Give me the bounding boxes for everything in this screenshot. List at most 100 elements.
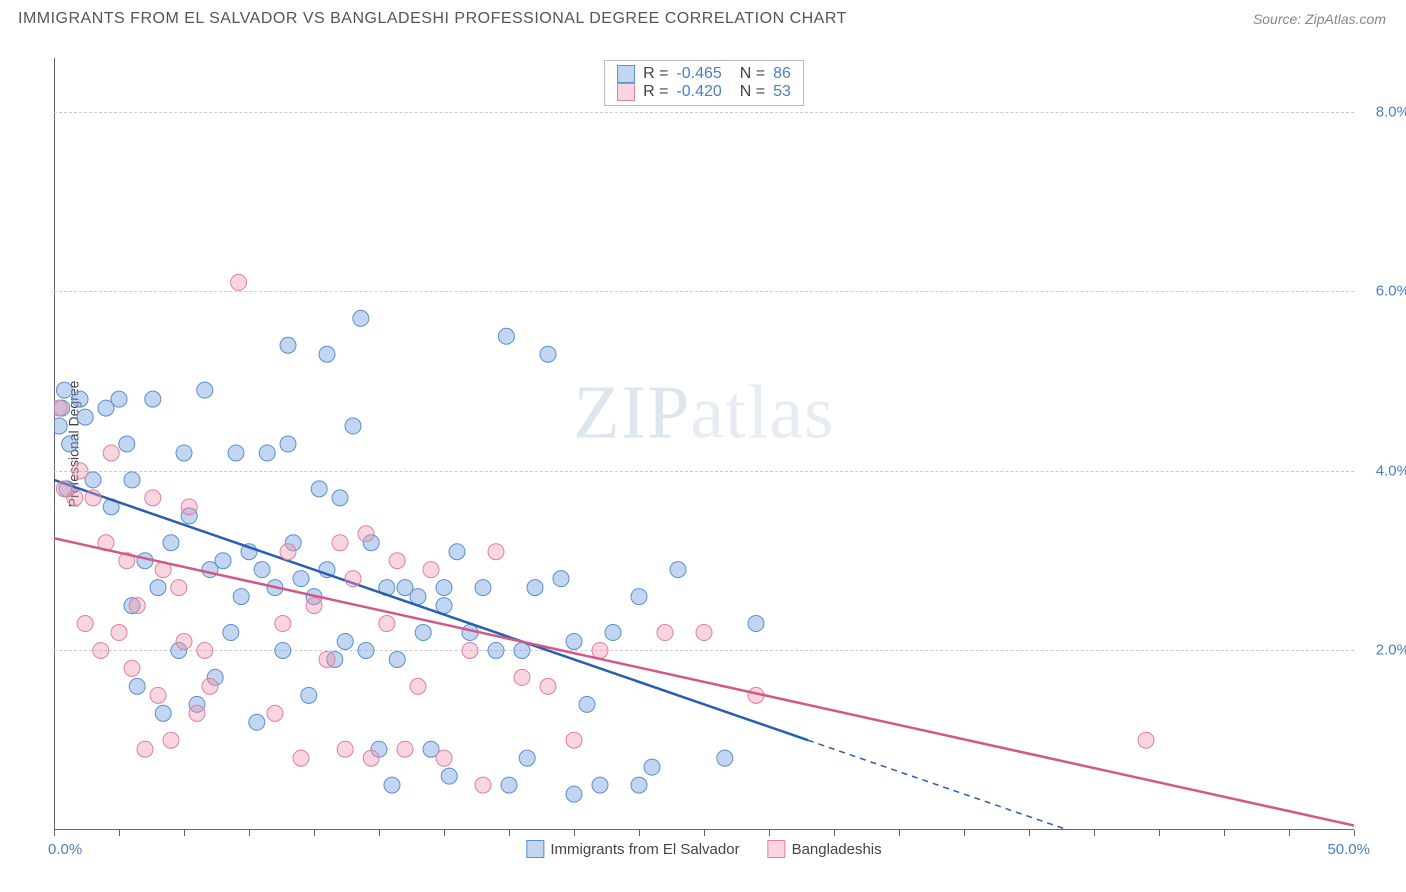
scatter-point-el_salvador [501, 777, 517, 793]
scatter-point-el_salvador [332, 490, 348, 506]
x-tick [1029, 830, 1030, 836]
y-tick-label: 4.0% [1376, 462, 1406, 479]
scatter-plot [54, 58, 1354, 830]
scatter-point-el_salvador [301, 687, 317, 703]
scatter-point-el_salvador [280, 436, 296, 452]
scatter-point-bangladeshi [103, 445, 119, 461]
scatter-point-bangladeshi [410, 678, 426, 694]
scatter-point-el_salvador [498, 328, 514, 344]
x-tick [1289, 830, 1290, 836]
legend-item: Immigrants from El Salvador [526, 840, 739, 858]
scatter-point-bangladeshi [319, 651, 335, 667]
scatter-point-el_salvador [111, 391, 127, 407]
scatter-point-el_salvador [176, 445, 192, 461]
scatter-point-bangladeshi [696, 625, 712, 641]
scatter-point-el_salvador [488, 642, 504, 658]
scatter-point-bangladeshi [137, 741, 153, 757]
scatter-point-el_salvador [553, 571, 569, 587]
trend-line-dashed-el_salvador [808, 740, 1094, 830]
x-tick [1354, 830, 1355, 836]
scatter-point-el_salvador [358, 642, 374, 658]
scatter-point-bangladeshi [462, 642, 478, 658]
scatter-point-el_salvador [197, 382, 213, 398]
scatter-point-bangladeshi [171, 580, 187, 596]
stat-n-label: N = [740, 83, 765, 101]
legend: Immigrants from El Salvador Bangladeshis [526, 840, 881, 858]
scatter-point-el_salvador [275, 642, 291, 658]
scatter-point-el_salvador [119, 436, 135, 452]
legend-label: Bangladeshis [792, 841, 882, 858]
scatter-point-bangladeshi [150, 687, 166, 703]
legend-item: Bangladeshis [768, 840, 882, 858]
correlation-stats-box: R =-0.465N =86R =-0.420N =53 [604, 60, 804, 106]
stat-r-value: -0.465 [676, 65, 721, 83]
scatter-point-bangladeshi [85, 490, 101, 506]
scatter-point-el_salvador [254, 562, 270, 578]
scatter-point-bangladeshi [389, 553, 405, 569]
scatter-point-bangladeshi [197, 642, 213, 658]
scatter-point-el_salvador [228, 445, 244, 461]
scatter-point-el_salvador [410, 589, 426, 605]
scatter-point-el_salvador [72, 391, 88, 407]
x-tick [1094, 830, 1095, 836]
x-tick [379, 830, 380, 836]
scatter-point-bangladeshi [337, 741, 353, 757]
legend-swatch [768, 840, 786, 858]
x-tick-label-max: 50.0% [1327, 841, 1370, 858]
scatter-point-el_salvador [436, 598, 452, 614]
chart-area: Professional Degree 2.0%4.0%6.0%8.0% 0.0… [54, 58, 1354, 830]
scatter-point-bangladeshi [345, 571, 361, 587]
scatter-point-el_salvador [129, 678, 145, 694]
stat-row: R =-0.465N =86 [617, 65, 791, 83]
scatter-point-bangladeshi [488, 544, 504, 560]
trend-line-el_salvador [54, 480, 808, 740]
x-tick [509, 830, 510, 836]
x-tick [249, 830, 250, 836]
scatter-point-bangladeshi [657, 625, 673, 641]
scatter-point-el_salvador [579, 696, 595, 712]
scatter-point-el_salvador [215, 553, 231, 569]
scatter-point-el_salvador [514, 642, 530, 658]
y-tick-label: 2.0% [1376, 642, 1406, 659]
scatter-point-bangladeshi [202, 678, 218, 694]
scatter-point-bangladeshi [293, 750, 309, 766]
scatter-point-bangladeshi [54, 400, 67, 416]
scatter-point-el_salvador [280, 337, 296, 353]
scatter-point-el_salvador [441, 768, 457, 784]
scatter-point-el_salvador [475, 580, 491, 596]
x-tick [54, 830, 55, 836]
scatter-point-el_salvador [62, 436, 78, 452]
stat-swatch [617, 83, 635, 101]
scatter-point-bangladeshi [93, 642, 109, 658]
scatter-point-bangladeshi [363, 750, 379, 766]
stat-n-value: 53 [773, 83, 791, 101]
scatter-point-el_salvador [519, 750, 535, 766]
scatter-point-bangladeshi [163, 732, 179, 748]
stat-r-label: R = [643, 65, 668, 83]
scatter-point-el_salvador [54, 418, 67, 434]
scatter-point-bangladeshi [566, 732, 582, 748]
scatter-point-el_salvador [155, 705, 171, 721]
scatter-point-el_salvador [384, 777, 400, 793]
scatter-point-el_salvador [748, 616, 764, 632]
scatter-point-bangladeshi [332, 535, 348, 551]
scatter-point-bangladeshi [67, 490, 83, 506]
scatter-point-el_salvador [605, 625, 621, 641]
x-tick [769, 830, 770, 836]
scatter-point-el_salvador [353, 310, 369, 326]
chart-title: IMMIGRANTS FROM EL SALVADOR VS BANGLADES… [18, 10, 847, 28]
scatter-point-bangladeshi [397, 741, 413, 757]
stat-r-label: R = [643, 83, 668, 101]
scatter-point-bangladeshi [72, 463, 88, 479]
scatter-point-el_salvador [233, 589, 249, 605]
scatter-point-bangladeshi [358, 526, 374, 542]
scatter-point-el_salvador [56, 382, 72, 398]
scatter-point-el_salvador [259, 445, 275, 461]
scatter-point-bangladeshi [124, 660, 140, 676]
scatter-point-bangladeshi [592, 642, 608, 658]
scatter-point-el_salvador [345, 418, 361, 434]
scatter-point-el_salvador [670, 562, 686, 578]
scatter-point-el_salvador [124, 472, 140, 488]
x-tick [964, 830, 965, 836]
scatter-point-bangladeshi [111, 625, 127, 641]
